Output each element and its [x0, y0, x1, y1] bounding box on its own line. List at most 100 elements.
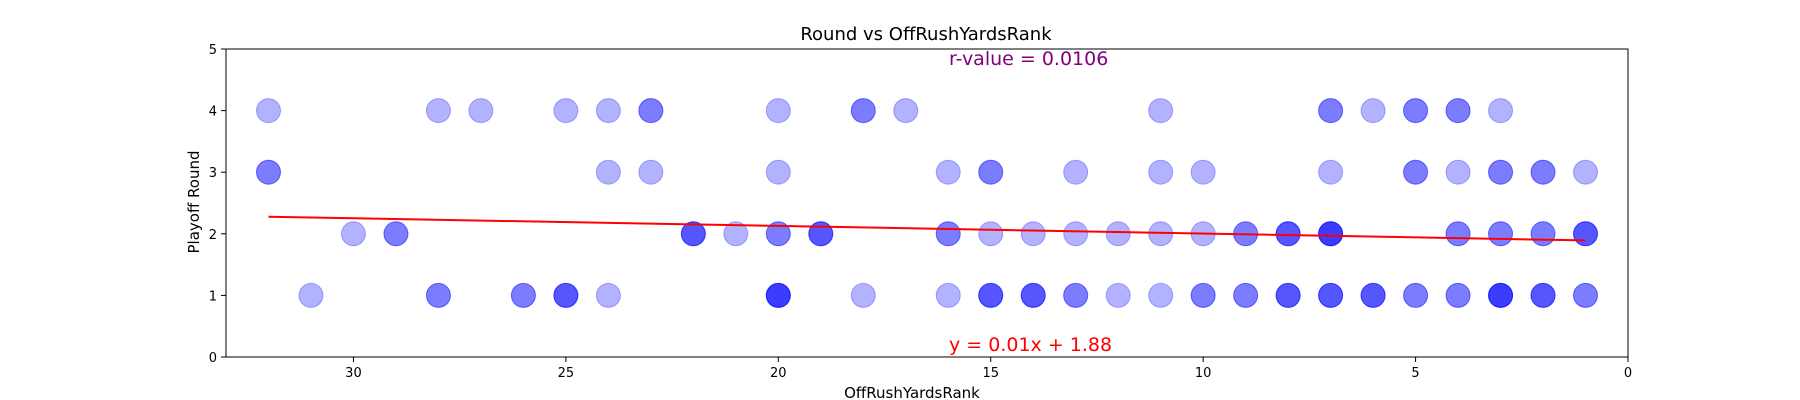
scatter-point	[1148, 282, 1174, 308]
scatter-point	[1063, 159, 1089, 185]
y-axis-label: Playoff Round	[185, 150, 203, 253]
y-tick-label: 2	[209, 228, 217, 243]
scatter-point	[850, 282, 876, 308]
scatter-point	[935, 282, 961, 308]
scatter-point	[553, 98, 579, 124]
scatter-point	[425, 98, 451, 124]
scatter-point	[1190, 282, 1216, 308]
scatter-point	[765, 221, 791, 247]
scatter-point	[1275, 221, 1301, 247]
scatter-point	[1488, 221, 1514, 247]
scatter-point	[1360, 282, 1386, 308]
scatter-point	[1488, 282, 1514, 308]
y-tick-label: 1	[209, 289, 217, 304]
scatter-point	[595, 98, 621, 124]
scatter-point	[1488, 98, 1514, 124]
scatter-point	[893, 98, 919, 124]
scatter-point	[1318, 98, 1344, 124]
scatter-point	[1318, 282, 1344, 308]
scatter-point	[1445, 98, 1471, 124]
scatter-point	[1148, 159, 1174, 185]
scatter-point	[553, 282, 579, 308]
scatter-point	[1190, 159, 1216, 185]
x-tick-label: 20	[770, 366, 787, 381]
scatter-point	[510, 282, 536, 308]
scatter-point	[1488, 282, 1514, 308]
points-layer	[255, 98, 1599, 308]
scatter-point	[1403, 159, 1429, 185]
scatter-point	[425, 282, 451, 308]
x-tick-label: 10	[1195, 366, 1212, 381]
scatter-point	[765, 159, 791, 185]
scatter-point	[1530, 282, 1556, 308]
scatter-point	[1063, 221, 1089, 247]
scatter-point	[1275, 221, 1301, 247]
x-axis-label: OffRushYardsRank	[844, 384, 980, 400]
scatter-point	[1530, 282, 1556, 308]
scatter-point	[1105, 221, 1131, 247]
scatter-point	[1063, 282, 1089, 308]
scatter-point	[1318, 221, 1344, 247]
scatter-point	[1530, 159, 1556, 185]
scatter-point	[1360, 98, 1386, 124]
scatter-point	[978, 159, 1004, 185]
scatter-point	[1063, 282, 1089, 308]
scatter-point	[1445, 221, 1471, 247]
scatter-point	[1233, 282, 1259, 308]
scatter-point	[680, 221, 706, 247]
scatter-point	[1445, 98, 1471, 124]
scatter-point	[510, 282, 536, 308]
scatter-point	[1275, 221, 1301, 247]
scatter-point	[765, 282, 791, 308]
r-value-annotation: r-value = 0.0106	[949, 48, 1108, 70]
scatter-point	[1148, 98, 1174, 124]
x-tick-label: 5	[1411, 366, 1419, 381]
scatter-point	[978, 282, 1004, 308]
scatter-point	[553, 282, 579, 308]
scatter-point	[1530, 282, 1556, 308]
scatter-point	[850, 98, 876, 124]
scatter-point	[298, 282, 324, 308]
scatter-point	[1020, 282, 1046, 308]
scatter-point	[1573, 159, 1599, 185]
scatter-point	[978, 159, 1004, 185]
scatter-point	[1318, 282, 1344, 308]
scatter-point	[1403, 282, 1429, 308]
scatter-point	[1318, 221, 1344, 247]
scatter-point	[680, 221, 706, 247]
y-tick-label: 3	[209, 166, 217, 181]
scatter-point	[1403, 98, 1429, 124]
scatter-point	[638, 98, 664, 124]
scatter-point	[255, 98, 281, 124]
scatter-point	[1530, 159, 1556, 185]
scatter-point	[978, 282, 1004, 308]
scatter-point	[765, 221, 791, 247]
scatter-point	[1445, 159, 1471, 185]
scatter-point	[765, 282, 791, 308]
scatter-point	[1488, 159, 1514, 185]
scatter-point	[383, 221, 409, 247]
scatter-point	[1573, 221, 1599, 247]
scatter-point	[808, 221, 834, 247]
scatter-point	[978, 221, 1004, 247]
regression-line-layer	[268, 215, 1586, 242]
scatter-point	[1020, 221, 1046, 247]
scatter-point	[978, 282, 1004, 308]
regression-line	[268, 215, 1586, 242]
y-axis-ticks: 0 1 2 3 4 5	[209, 43, 226, 366]
scatter-point	[765, 98, 791, 124]
scatter-point	[1318, 221, 1344, 247]
scatter-point	[1530, 221, 1556, 247]
scatter-point	[808, 221, 834, 247]
scatter-point	[255, 159, 281, 185]
scatter-point	[425, 282, 451, 308]
x-tick-label: 30	[345, 366, 362, 381]
scatter-point	[638, 98, 664, 124]
scatter-point	[383, 221, 409, 247]
scatter-point	[1275, 282, 1301, 308]
scatter-point	[1445, 282, 1471, 308]
scatter-point	[1275, 282, 1301, 308]
scatter-point	[1318, 282, 1344, 308]
scatter-point	[468, 98, 494, 124]
scatter-point	[1105, 282, 1131, 308]
